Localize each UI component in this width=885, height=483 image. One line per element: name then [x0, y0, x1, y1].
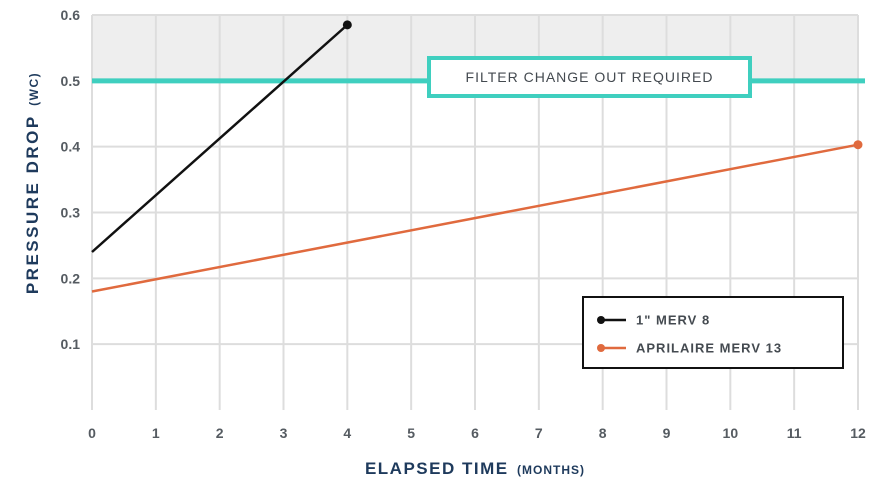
x-axis-title-main: ELAPSED TIME: [365, 459, 509, 478]
x-tick-labels: 0 1 2 3 4 5 6 7 8 9 10 11 12: [88, 425, 866, 441]
legend: 1" MERV 8 APRILAIRE MERV 13: [582, 296, 844, 369]
x-tick-label: 6: [471, 425, 479, 441]
x-tick-label: 2: [216, 425, 224, 441]
x-tick-label: 11: [787, 425, 802, 441]
series-line-1: [91, 23, 349, 253]
threshold: FILTER CHANGE OUT REQUIRED: [92, 56, 865, 98]
legend-box: [582, 296, 844, 369]
x-tick-label: 12: [850, 425, 866, 441]
x-axis-title: ELAPSED TIME (MONTHS): [365, 459, 585, 478]
legend-swatch-dot: [597, 316, 605, 324]
series: [91, 20, 863, 293]
y-tick-label: 0.1: [61, 336, 81, 352]
y-tick-label: 0.3: [61, 205, 81, 221]
x-tick-label: 9: [663, 425, 671, 441]
legend-swatch-dot: [597, 344, 605, 352]
annotation-box: [427, 56, 752, 98]
x-tick-label: 1: [152, 425, 160, 441]
annotation-label: FILTER CHANGE OUT REQUIRED: [466, 69, 714, 85]
y-tick-label: 0.6: [61, 7, 81, 23]
y-tick-labels: 0.1 0.2 0.3 0.4 0.5 0.6: [61, 7, 81, 352]
y-axis-title-main: PRESSURE DROP: [23, 114, 42, 294]
x-tick-label: 7: [535, 425, 543, 441]
y-tick-label: 0.4: [61, 139, 81, 155]
x-axis-title-unit: (MONTHS): [517, 463, 585, 477]
x-tick-label: 10: [723, 425, 739, 441]
y-tick-label: 0.5: [61, 73, 81, 89]
series-line-2: [91, 143, 859, 293]
x-tick-label: 8: [599, 425, 607, 441]
x-tick-label: 5: [407, 425, 415, 441]
x-tick-label: 3: [280, 425, 288, 441]
legend-label: APRILAIRE MERV 13: [636, 341, 782, 356]
y-axis-title: PRESSURE DROP (WC): [23, 72, 42, 294]
legend-label: 1" MERV 8: [636, 313, 710, 328]
y-tick-label: 0.2: [61, 270, 81, 286]
x-tick-label: 4: [343, 425, 351, 441]
y-axis-title-unit: (WC): [27, 72, 41, 106]
series-end-point-1: [342, 20, 352, 30]
series-end-point-2: [853, 140, 863, 150]
x-tick-label: 0: [88, 425, 96, 441]
